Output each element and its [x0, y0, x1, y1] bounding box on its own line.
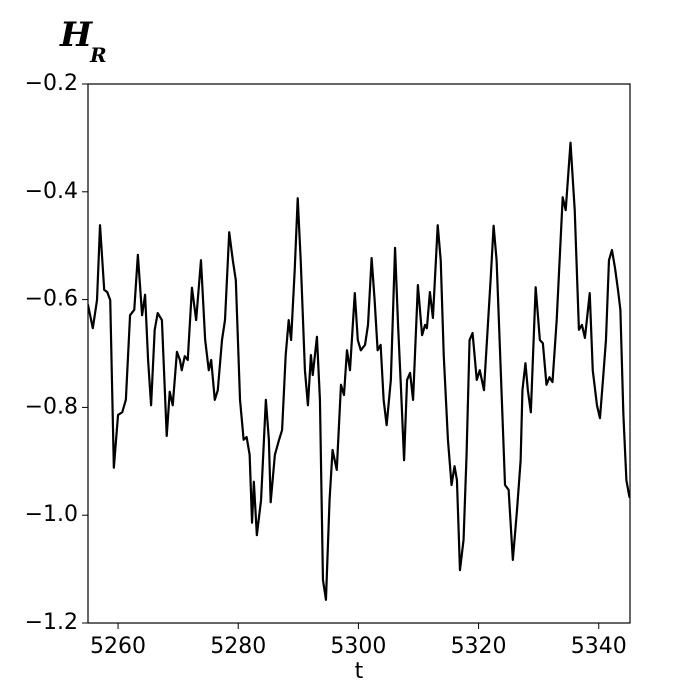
data-line	[88, 141, 630, 601]
y-tick-label: −0.8	[25, 394, 78, 419]
chart-title: H	[59, 15, 94, 55]
y-tick-label: −1.2	[25, 610, 78, 635]
y-tick-label: −0.4	[25, 179, 78, 204]
x-tick-label: 5260	[90, 634, 146, 659]
x-tick-label: 5340	[571, 634, 627, 659]
x-tick-label: 5320	[451, 634, 507, 659]
y-tick-label: −0.2	[25, 71, 78, 96]
chart-title-subscript: R	[89, 43, 107, 67]
y-tick-label: −1.0	[25, 502, 78, 527]
x-axis-label: t	[355, 659, 364, 684]
plot-frame	[87, 83, 631, 624]
x-tick-label: 5280	[210, 634, 266, 659]
y-tick-label: −0.6	[25, 287, 78, 312]
x-tick-label: 5300	[330, 634, 386, 659]
